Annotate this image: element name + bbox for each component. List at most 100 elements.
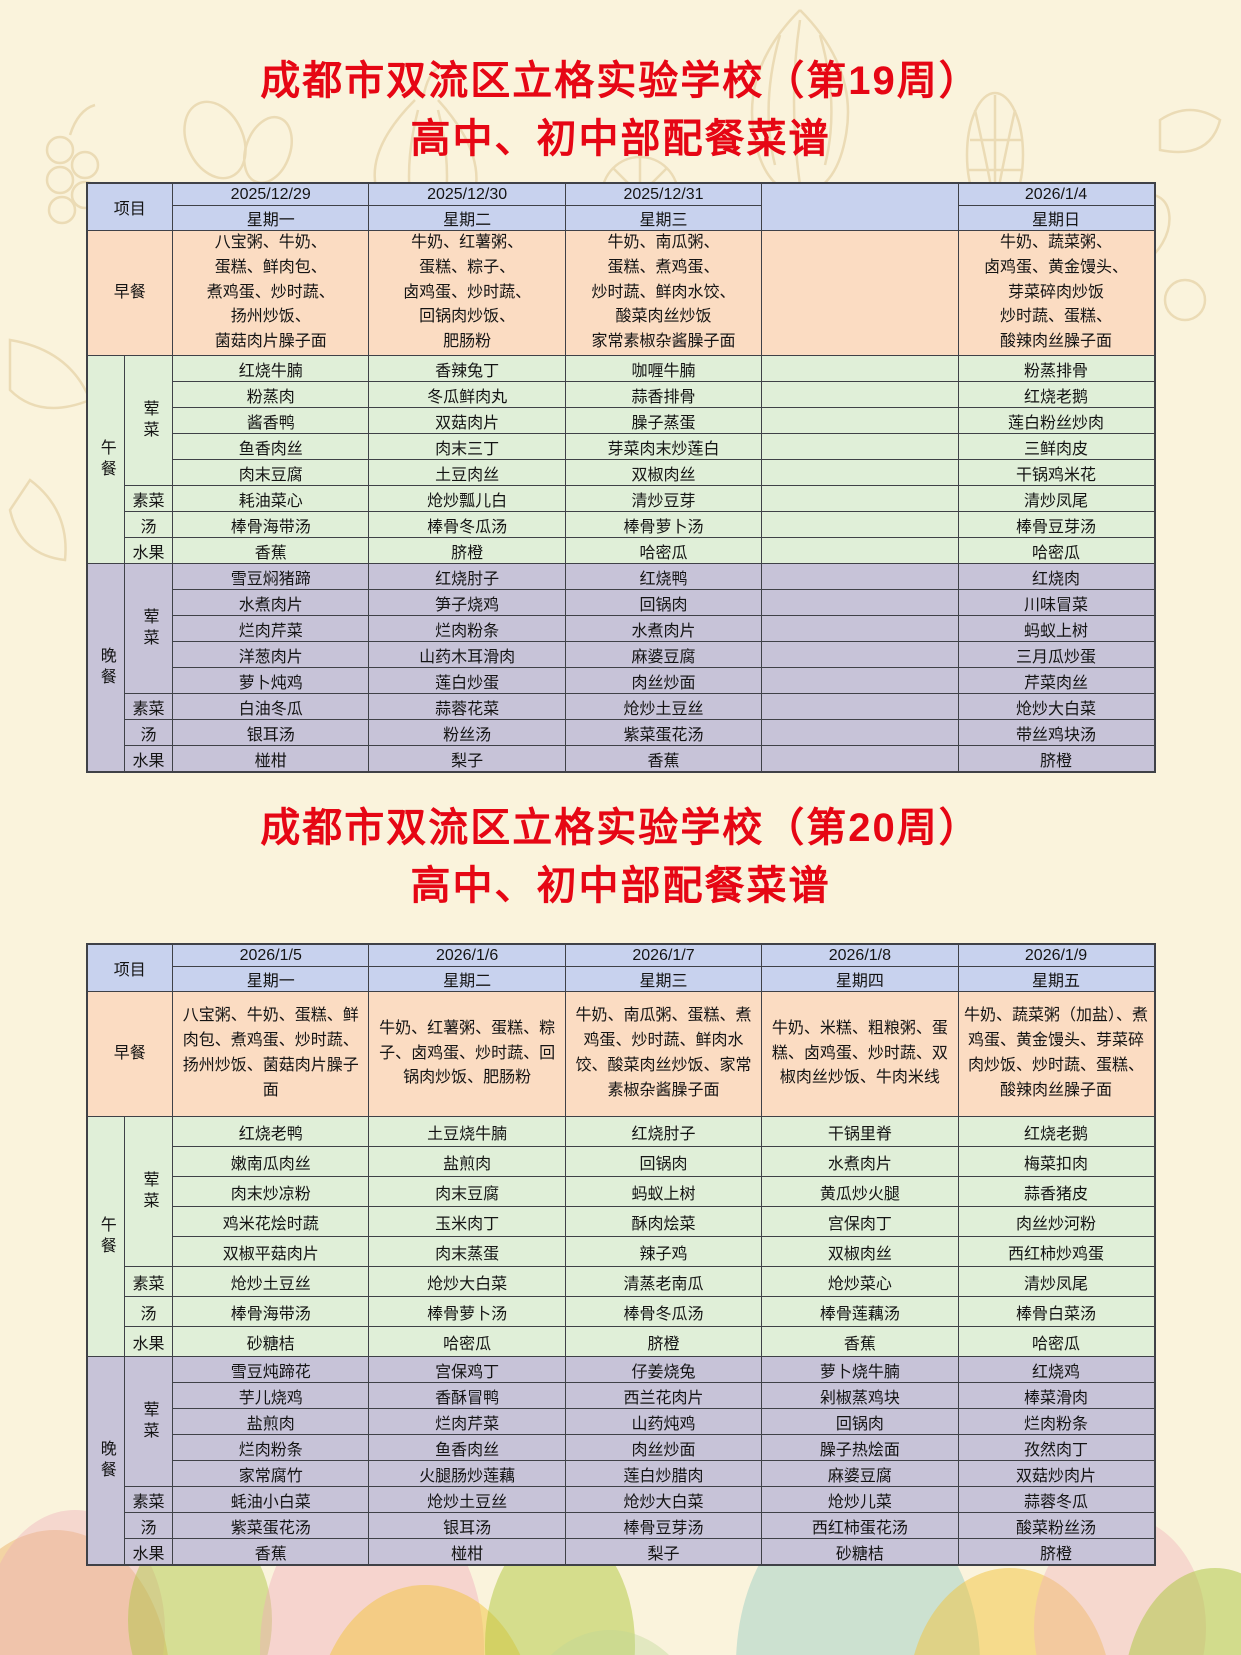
menu-cell: 双菇炒肉片 (957, 1460, 1156, 1487)
table-row: 烂肉粉条 鱼香肉丝 肉丝炒面 臊子热烩面 孜然肉丁 (87, 1434, 1156, 1461)
weekday-header: 星期五 (957, 966, 1156, 992)
menu-cell: 棒菜滑肉 (957, 1382, 1156, 1409)
menu-cell: 肉末豆腐 (368, 1176, 566, 1207)
menu-cell: 鸡米花烩时蔬 (172, 1206, 370, 1237)
menu-cell: 芹菜肉丝 (957, 667, 1156, 694)
menu-cell (761, 641, 959, 668)
menu-cell: 火腿肠炒莲藕 (368, 1460, 566, 1487)
meal-label-dinner: 晚餐 (86, 1356, 125, 1566)
menu-cell: 炝炒大白菜 (368, 1266, 566, 1297)
menu-cell: 香蕉 (761, 1326, 959, 1357)
menu-cell: 干锅里脊 (761, 1116, 959, 1147)
weekday-header: 星期三 (564, 966, 763, 992)
menu-cell: 炝炒土豆丝 (564, 693, 763, 720)
week20-menu-table: 项目 2026/1/5 2026/1/6 2026/1/7 2026/1/8 2… (85, 943, 1156, 1566)
menu-cell: 鱼香肉丝 (368, 1434, 566, 1461)
menu-cell: 水煮肉片 (172, 589, 370, 616)
menu-cell: 麻婆豆腐 (761, 1460, 959, 1487)
menu-cell: 仔姜烧兔 (564, 1356, 763, 1383)
menu-cell: 清蒸老南瓜 (564, 1266, 763, 1297)
week20-title-line1: 成都市双流区立格实验学校（第20周） (260, 806, 981, 850)
table-row: 双椒平菇肉片 肉末蒸蛋 辣子鸡 双椒肉丝 西红柿炒鸡蛋 (87, 1236, 1156, 1267)
menu-cell: 八宝粥、牛奶、蛋糕、鲜肉包、煮鸡蛋、炒时蔬、扬州炒饭、菌菇肉片臊子面 (172, 991, 370, 1117)
menu-cell: 芋儿烧鸡 (172, 1382, 370, 1409)
menu-cell: 棒骨莲藕汤 (761, 1296, 959, 1327)
menu-cell: 家常腐竹 (172, 1460, 370, 1487)
table-row: 水果 砂糖桔 哈密瓜 脐橙 香蕉 哈密瓜 (87, 1326, 1156, 1357)
menu-cell: 冬瓜鲜肉丸 (368, 381, 566, 408)
menu-cell: 双椒肉丝 (761, 1236, 959, 1267)
menu-cell: 回锅肉 (761, 1408, 959, 1435)
meal-label-lunch: 午餐 (86, 1116, 125, 1357)
menu-cell: 椪柑 (368, 1538, 566, 1566)
menu-cell: 棒骨白菜汤 (957, 1296, 1156, 1327)
menu-cell: 萝卜炖鸡 (172, 667, 370, 694)
menu-cell: 红烧鸡 (957, 1356, 1156, 1383)
menu-cell: 牛奶、蔬菜粥、 卤鸡蛋、黄金馒头、 芽菜碎肉炒饭 炒时蔬、蛋糕、 酸辣肉丝臊子面 (957, 230, 1156, 356)
menu-cell: 宫保鸡丁 (368, 1356, 566, 1383)
menu-cell: 棒骨冬瓜汤 (564, 1296, 763, 1327)
menu-cell: 八宝粥、牛奶、 蛋糕、鲜肉包、 煮鸡蛋、炒时蔬、 扬州炒饭、 菌菇肉片臊子面 (172, 230, 370, 356)
menu-cell: 烂肉芹菜 (172, 615, 370, 642)
menu-cell: 水煮肉片 (564, 615, 763, 642)
menu-cell: 蒜香排骨 (564, 381, 763, 408)
menu-poster: 成都市双流区立格实验学校（第19周） 高中、初中部配餐菜谱 项目 2025/12… (0, 59, 1241, 1566)
week20-title: 成都市双流区立格实验学校（第20周） 高中、初中部配餐菜谱 (0, 773, 1241, 929)
date-header: 2026/1/8 (761, 943, 959, 967)
menu-cell: 梅菜扣肉 (957, 1146, 1156, 1177)
category-label-meat: 荤菜 (123, 563, 174, 694)
menu-cell: 棒骨豆芽汤 (957, 511, 1156, 538)
menu-cell (761, 355, 959, 382)
menu-cell: 炝炒大白菜 (564, 1486, 763, 1513)
table-row: 萝卜炖鸡 莲白炒蛋 肉丝炒面 芹菜肉丝 (87, 667, 1156, 694)
table-row: 项目 2025/12/29 2025/12/30 2025/12/31 2026… (85, 182, 1156, 231)
menu-cell: 香蕉 (172, 537, 370, 564)
menu-cell: 莲白炒腊肉 (564, 1460, 763, 1487)
menu-cell: 椪柑 (172, 745, 370, 773)
menu-cell: 嫩南瓜肉丝 (172, 1146, 370, 1177)
menu-cell: 剁椒蒸鸡块 (761, 1382, 959, 1409)
menu-cell (761, 719, 959, 746)
weekday-header: 星期三 (564, 205, 763, 231)
items-header: 项目 (85, 943, 174, 992)
category-label-fruit: 水果 (123, 1326, 174, 1357)
category-label-meat: 荤菜 (123, 1116, 174, 1267)
menu-cell: 咖喱牛腩 (564, 355, 763, 382)
menu-cell: 红烧老鹅 (957, 381, 1156, 408)
date-header: 2026/1/9 (957, 943, 1156, 967)
menu-cell: 回锅肉 (564, 589, 763, 616)
menu-cell: 牛奶、南瓜粥、 蛋糕、煮鸡蛋、 炒时蔬、鲜肉水饺、 酸菜肉丝炒饭 家常素椒杂酱臊… (564, 230, 763, 356)
menu-cell: 西红柿蛋花汤 (761, 1512, 959, 1539)
menu-cell: 白油冬瓜 (172, 693, 370, 720)
menu-cell: 蚝油小白菜 (172, 1486, 370, 1513)
table-row: 素菜 炝炒土豆丝 炝炒大白菜 清蒸老南瓜 炝炒菜心 清炒凤尾 (87, 1266, 1156, 1297)
menu-cell (761, 485, 959, 512)
category-label-fruit: 水果 (123, 537, 174, 564)
menu-cell (761, 433, 959, 460)
menu-cell (761, 230, 959, 356)
menu-cell: 香酥冒鸭 (368, 1382, 566, 1409)
menu-cell: 紫菜蛋花汤 (564, 719, 763, 746)
table-row: 鱼香肉丝 肉末三丁 芽菜肉末炒莲白 三鲜肉皮 (87, 433, 1156, 460)
menu-cell: 牛奶、蔬菜粥（加盐）、煮鸡蛋、黄金馒头、芽菜碎肉炒饭、炒时蔬、蛋糕、酸辣肉丝臊子… (957, 991, 1156, 1117)
category-label-vegetable: 素菜 (123, 485, 174, 512)
menu-cell (761, 563, 959, 590)
date-header-empty (761, 182, 959, 231)
table-row: 汤 棒骨海带汤 棒骨萝卜汤 棒骨冬瓜汤 棒骨莲藕汤 棒骨白菜汤 (87, 1296, 1156, 1327)
date-header: 2026/1/4 (957, 182, 1156, 206)
menu-cell (761, 667, 959, 694)
menu-cell (761, 511, 959, 538)
menu-cell: 笋子烧鸡 (368, 589, 566, 616)
menu-cell: 莲白炒蛋 (368, 667, 566, 694)
meal-label-breakfast: 早餐 (85, 991, 174, 1117)
menu-cell (761, 381, 959, 408)
menu-cell: 雪豆炖蹄花 (172, 1356, 370, 1383)
menu-cell: 清炒凤尾 (957, 485, 1156, 512)
menu-cell: 哈密瓜 (368, 1326, 566, 1357)
menu-cell: 银耳汤 (172, 719, 370, 746)
table-row: 素菜 蚝油小白菜 炝炒土豆丝 炝炒大白菜 炝炒儿菜 蒜蓉冬瓜 (87, 1486, 1156, 1513)
table-row: 盐煎肉 烂肉芹菜 山药炖鸡 回锅肉 烂肉粉条 (87, 1408, 1156, 1435)
meal-label-lunch: 午餐 (86, 355, 125, 564)
week20-title-line2: 高中、初中部配餐菜谱 (410, 864, 831, 908)
table-row: 晚餐 荤菜 雪豆炖蹄花 宫保鸡丁 仔姜烧兔 萝卜烧牛腩 红烧鸡 (86, 1356, 1156, 1566)
